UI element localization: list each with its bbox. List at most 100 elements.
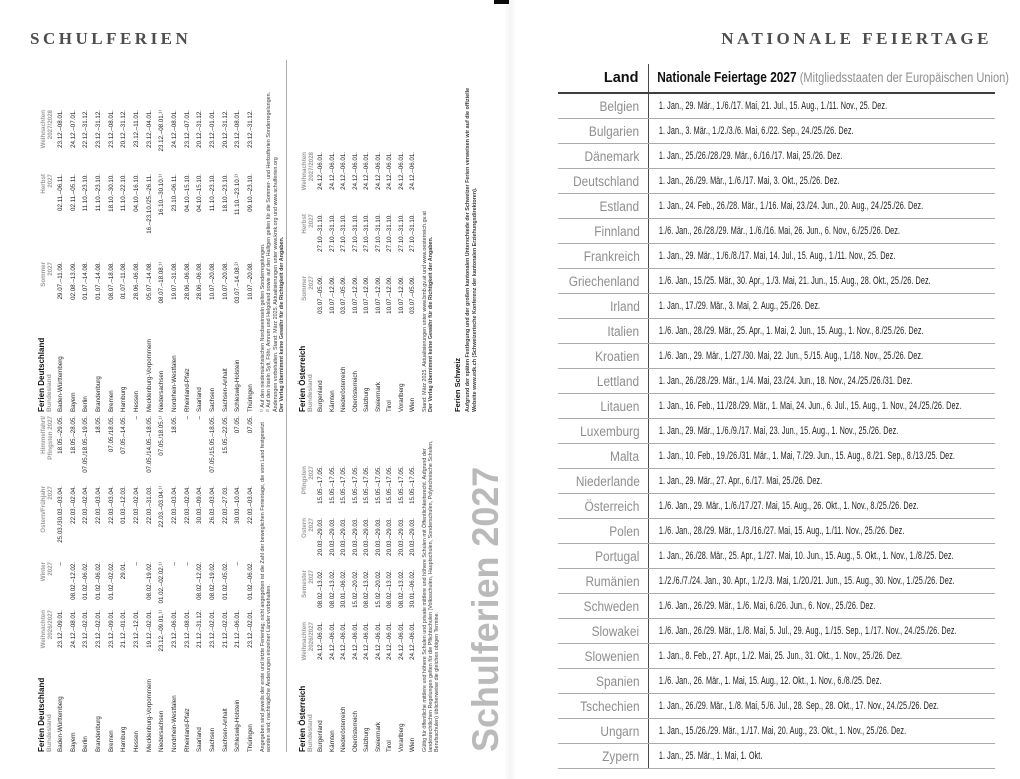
holiday-date-range: 10.07.–12.09. xyxy=(397,276,405,314)
holiday-date-range: 15.02.–20.02. xyxy=(351,570,359,608)
state-row: Sachsen-Anhalt 21.12.–02.01. 01.02.–05.02.… xyxy=(219,416,232,752)
holiday-date-range: 01.02.–06.02. xyxy=(247,562,255,600)
holiday-dates: 1. Jan., 26./28./29. Mär., 1./4. Mai, 23… xyxy=(658,375,912,387)
country-row: Ungarn 1. Jan., 15./26./29. Mär., 1./17. … xyxy=(558,718,995,744)
country-name: Irland xyxy=(609,298,640,314)
holiday-date-range: 23.12.–09.01.¹⁾ xyxy=(158,610,166,652)
state-row: Sachsen 23.12.–02.01. 08.02.–19.02. 26.03.–… xyxy=(206,416,219,752)
holiday-date-range: 07.05./18.05.–19.05. xyxy=(82,416,90,473)
state-row: Saarland 28.06.–06.08. 04.10.–15.10. 20.12.… xyxy=(194,110,207,412)
austria-table-part1: Ferien Österreich Bundesland Weihnachten 2… xyxy=(289,412,440,752)
holiday-date-range: 01.02.–02.02.¹⁾ xyxy=(158,562,166,604)
holiday-date-range: 24.12.–06.01. xyxy=(351,152,359,190)
holiday-date-range: 26.03.–03.04. xyxy=(209,486,217,524)
state-name: Nordrhein-Westfalen xyxy=(171,355,179,412)
holiday-date-range: 25.03./30.03.–03.04. xyxy=(56,486,64,543)
holiday-dates: 1./6. Jan., 26./29. Mär., 1./8. Mai, 5. … xyxy=(658,625,957,637)
austria-section: Ferien Österreich Bundesland Weihnachten 2… xyxy=(289,60,440,752)
holiday-date-range: 08.02.–12.02. xyxy=(69,562,77,600)
holiday-date-range: 23.12.–02.01. xyxy=(94,610,102,648)
holiday-date-range: 30.03.–09.04. xyxy=(196,486,204,524)
holiday-date-range: 22.03.–02.04. xyxy=(82,486,90,524)
holiday-date-range: 01.02.–02.02. xyxy=(107,562,115,600)
holiday-dates: 1. Jan., 3. Mär., 1./2./3./6. Mai, 6./22… xyxy=(658,125,854,137)
holiday-date-range: 24.12.–08.01. xyxy=(171,110,179,148)
holiday-date-range: 24.12.–07.01. xyxy=(69,110,77,148)
holiday-date-range: 23.12.–01.01. xyxy=(209,110,217,148)
holiday-date-range: 01.02.–06.02. xyxy=(82,562,90,600)
holiday-date-range: 23.12.–08.01. xyxy=(56,110,64,148)
holiday-date-range: 11.10.–23.10. xyxy=(82,174,90,212)
state-name: Hessen xyxy=(132,731,140,752)
column-header: Winter 2027 xyxy=(40,562,54,582)
germany-section: Ferien Deutschland Bundesland Weihnachten … xyxy=(28,60,285,752)
holiday-date-range: 22.03.–02.04. xyxy=(69,486,77,524)
holiday-date-range: 05.07.–14.08. xyxy=(145,262,153,300)
holiday-date-range: 22.03.–03.04. xyxy=(171,486,179,524)
holiday-date-range: 01.07.–14.08. xyxy=(82,262,90,300)
country-name: Bulgarien xyxy=(589,123,640,139)
switzerland-title: Ferien Schweiz xyxy=(453,357,462,412)
state-name: Schleswig-Holstein xyxy=(234,359,242,412)
holiday-date-range: 24.12.–06.01. xyxy=(317,622,325,660)
holiday-date-range: 20.12.–31.12. xyxy=(120,110,128,148)
country-name: Österreich xyxy=(584,498,640,514)
holiday-date-range: 02.08.–13.09. xyxy=(69,262,77,300)
country-row: Spanien 1./6. Jan., 26. Mär., 1. Mai, 15.… xyxy=(558,668,995,694)
country-row: Frankreich 1. Jan., 29. Mär., 1./6./8./17… xyxy=(558,243,995,269)
holiday-date-range: 10.07.–20.08. xyxy=(221,262,229,300)
header-row: Ferien Deutschland Bundesland Sommer 2027 H… xyxy=(28,110,54,412)
holiday-date-range: 16.10.–30.10.¹⁾ xyxy=(158,174,166,216)
holiday-date-range: 01.02.–06.02. xyxy=(94,562,102,600)
austria-table-part2: Ferien Österreich Bundesland Sommer 2027 He… xyxy=(289,60,439,412)
country-row: Kroatien 1./6. Jan., 29. Mär., 1./27./30.… xyxy=(558,343,995,369)
holiday-date-range: 07.05.–14.05. xyxy=(120,416,128,454)
holiday-date-range: 23.12.–07.01. xyxy=(183,110,191,148)
holiday-date-range: 24.12.–06.01. xyxy=(397,152,405,190)
state-name: Schleswig-Holstein xyxy=(234,699,242,752)
holiday-date-range: 22.12.–31.12. xyxy=(82,110,90,148)
country-row: Irland 1. Jan., 17./29. Mär., 3. Mai, 2. … xyxy=(558,293,995,319)
binding-mark xyxy=(494,0,509,4)
state-row: Oberösterreich 24.12.–06.01. 15.02.–20.02.… xyxy=(350,466,362,752)
footnote-line: Der Verlag übernimmt keine Gewähr für di… xyxy=(278,236,285,412)
column-header: Ostern/Frühjahr 2027 xyxy=(40,486,54,533)
holiday-date-range: 27.10.–31.10. xyxy=(386,214,394,252)
holiday-date-range: 10.07.–12.09. xyxy=(351,276,359,314)
state-row: Thüringen 23.12.–02.01. 01.02.–06.02. 22.03… xyxy=(244,416,257,752)
holiday-date-range: 18.05.–29.05. xyxy=(56,416,64,454)
holiday-date-range: 22.03.–03.04. xyxy=(247,486,255,524)
holiday-date-range: 02.11.–05.11. xyxy=(69,174,77,211)
footnote-line: Der Verlag übernimmt keine Gewähr für di… xyxy=(427,236,434,412)
state-row: Sachsen-Anhalt 10.07.–20.08. 18.10.–23.10.… xyxy=(219,110,232,412)
holiday-date-range: 23.12.–09.01. xyxy=(56,610,64,648)
state-row: Tirol 10.07.–12.09. 27.10.–31.10. 24.12.–06… xyxy=(384,152,396,412)
schulferien-readable-content: Ferien Deutschland Bundesland Weihnachten … xyxy=(28,60,506,752)
country-name: Deutschland xyxy=(573,173,640,189)
state-row: Burgenland 03.07.–05.09. 27.10.–31.10. 24.1… xyxy=(315,152,327,412)
holiday-date-range: 21.12.–31.12. xyxy=(196,610,204,648)
state-row: Mecklenburg-Vorpommern 19.12.–02.01. 08.02… xyxy=(143,416,156,752)
country-name: Zypern xyxy=(602,748,640,764)
holiday-date-range: 22.03.–31.03. xyxy=(145,486,153,524)
state-row: Thüringen 10.07.–20.08. 09.10.–23.10. 23.12… xyxy=(244,110,257,412)
country-name: Slowakei xyxy=(592,623,640,639)
country-name: Tschechien xyxy=(580,698,640,714)
holiday-dates: 1. Jan., 29. Mär., 1./6./17. Mai, 21. Ju… xyxy=(658,100,887,112)
country-name: Belgien xyxy=(599,98,640,114)
holiday-date-range: 10.07.–12.09. xyxy=(374,276,382,314)
state-name: Mecklenburg-Vorpommern xyxy=(145,679,153,752)
holiday-date-range: 08.02.–13.02. xyxy=(363,570,371,608)
state-name: Thüringen xyxy=(247,724,255,752)
right-page-title: NATIONALE FEIERTAGE xyxy=(721,29,992,48)
column-header: Himmelfahrt/ Pfingsten 2027 xyxy=(40,416,54,460)
holiday-date-range: 16.–23.10./25.–26.11. xyxy=(145,174,153,234)
country-row: Slowenien 1. Jan., 8. Feb., 27. Apr., 1./… xyxy=(558,643,995,669)
holiday-date-range: 20.03.–29.03. xyxy=(386,518,394,556)
state-row: Nordrhein-Westfalen 19.07.–31.08. 23.10.–0… xyxy=(168,110,181,412)
state-name: Brandenburg xyxy=(94,376,102,412)
column-header: Weihnachten 2027/2028 xyxy=(301,152,315,191)
country-row: Italien 1./6. Jan., 28./29. Mär., 25. Apr… xyxy=(558,318,995,344)
holiday-dates: 1. Jan., 26./29. Mär., 1./8. Mai, 5./6. … xyxy=(658,700,939,712)
country-name: Italien xyxy=(607,323,640,339)
